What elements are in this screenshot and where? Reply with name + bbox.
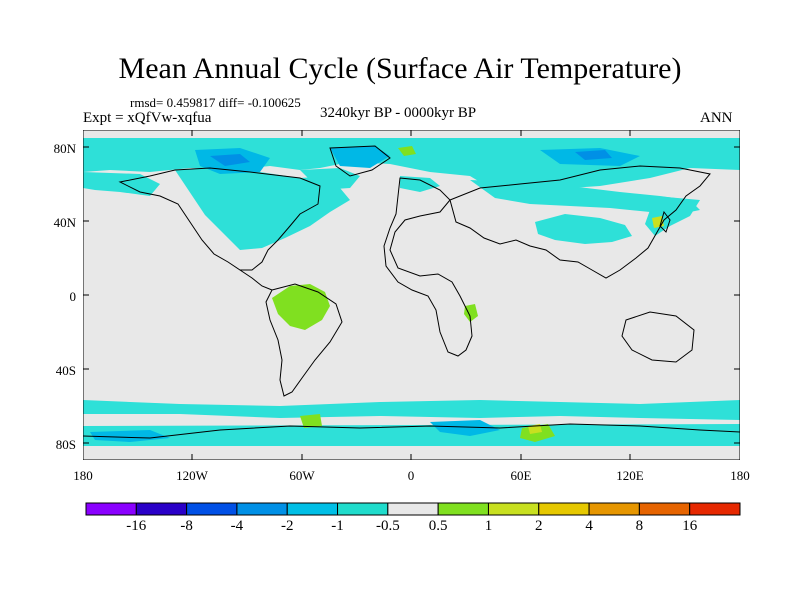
colorbar-swatch xyxy=(85,502,137,516)
canada-cooler xyxy=(210,154,250,166)
colorbar-swatch xyxy=(487,502,540,516)
colorbar-label: 2 xyxy=(535,518,543,534)
x-tick-label: 0 xyxy=(407,468,415,483)
colorbar-label: -8 xyxy=(180,518,193,534)
arctic-warm xyxy=(398,146,416,156)
europe-africa-coast xyxy=(383,177,473,357)
antarctica-coast xyxy=(83,423,740,439)
antarctic-cool-2 xyxy=(90,430,170,442)
x-tick-label: 180 xyxy=(73,468,93,483)
x-tick-label: 60E xyxy=(510,468,532,483)
colorbar-label: 0.5 xyxy=(428,518,448,534)
colorbar-label: 4 xyxy=(585,518,593,534)
colorbar-swatch xyxy=(186,502,238,516)
colorbar-swatch xyxy=(689,502,741,516)
greenland-cool xyxy=(330,146,390,168)
north-america-coast xyxy=(118,167,321,271)
colorbar-label: 16 xyxy=(682,518,698,534)
plot-title: Mean Annual Cycle (Surface Air Temperatu… xyxy=(118,52,682,85)
season-label: ANN xyxy=(700,110,733,126)
period-label: 3240kyr BP - 0000kyr BP xyxy=(320,105,477,121)
southern-ocean-band xyxy=(83,400,740,420)
colorbar-swatch xyxy=(638,502,691,516)
antarctic-cool xyxy=(430,420,500,436)
eurasia-region xyxy=(470,180,700,214)
x-tick-label: 60W xyxy=(289,468,315,483)
colorbar-swatch xyxy=(588,502,640,516)
colorbar-swatch xyxy=(437,502,489,516)
australia-coast xyxy=(621,311,695,363)
east-africa-warm xyxy=(464,304,478,322)
colorbar-label: -0.5 xyxy=(375,518,400,534)
colorbar-swatch xyxy=(286,502,339,516)
colorbar-label: -1 xyxy=(331,518,344,534)
stats-label: rmsd= 0.459817 diff= -0.100625 xyxy=(130,95,301,110)
experiment-label: Expt = xQfVw-xqfua xyxy=(83,110,212,126)
japan-coast xyxy=(659,210,671,233)
asia-region xyxy=(535,214,632,244)
greenland-coast xyxy=(329,145,391,177)
siberia-cooler xyxy=(575,150,612,160)
colorbar-swatch xyxy=(236,502,288,516)
colorbar-label: 8 xyxy=(635,518,644,534)
x-tick-label: 180 xyxy=(730,468,750,483)
x-tick-label: 120W xyxy=(176,468,208,483)
y-tick-label: 80S xyxy=(55,437,76,452)
colorbar-swatch xyxy=(387,502,439,516)
cooler-regions xyxy=(210,150,612,166)
colorbar-label: -16 xyxy=(126,518,147,534)
southern-warm xyxy=(300,414,322,428)
colorbar-swatch xyxy=(337,502,389,516)
colorbar-swatch xyxy=(135,502,188,516)
y-tick-label: 0 xyxy=(69,289,77,304)
y-tick-label: 80N xyxy=(53,141,76,156)
colorbar-swatch xyxy=(538,502,590,516)
asia-coast xyxy=(449,165,711,279)
colorbar-label: 1 xyxy=(484,518,493,534)
axis-ticks xyxy=(83,130,740,460)
south-america-coast xyxy=(265,283,343,397)
central-america-coast xyxy=(239,269,273,291)
warm-anomaly-regions xyxy=(272,146,555,442)
coastlines xyxy=(83,145,740,439)
x-tick-label: 120E xyxy=(616,468,644,483)
colorbar xyxy=(85,502,741,516)
colorbar-label: -4 xyxy=(230,518,244,534)
colorbar-label: -2 xyxy=(280,518,294,534)
y-tick-label: 40S xyxy=(55,363,76,378)
europe-patch xyxy=(400,176,440,192)
antarctic-band xyxy=(83,424,740,446)
y-tick-label: 40N xyxy=(53,215,76,230)
amazon-warm xyxy=(272,284,330,330)
north-america-region xyxy=(175,168,350,250)
